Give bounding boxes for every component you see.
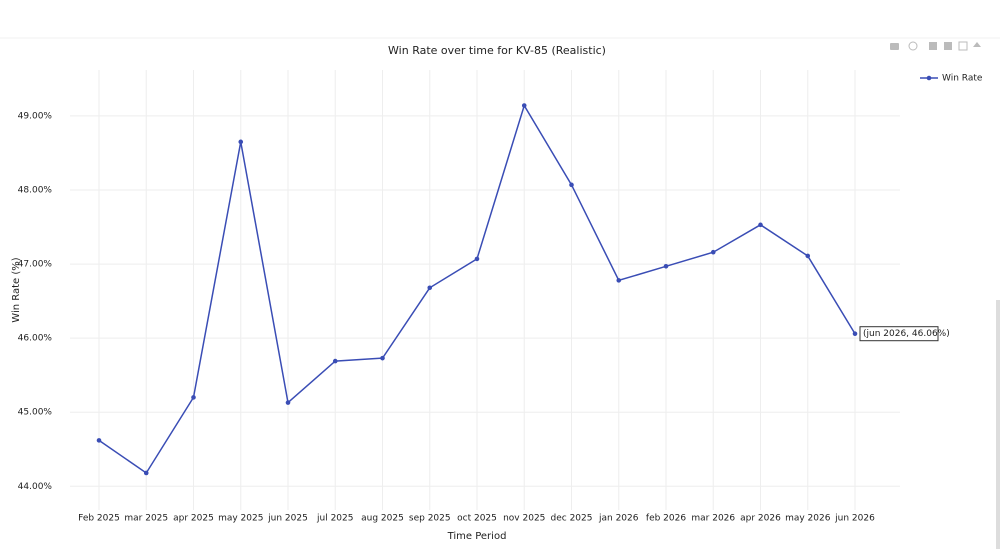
tooltip-text: (jun 2026, 46.06%) (863, 329, 950, 339)
y-tick-label: 45.00% (18, 408, 53, 418)
x-tick-label: apr 2026 (740, 514, 781, 524)
data-point (285, 400, 291, 405)
data-point (332, 358, 338, 364)
y-tick-label: 49.00% (18, 111, 53, 121)
data-point (663, 263, 669, 269)
data-point (710, 249, 716, 255)
x-tick-label: nov 2025 (503, 514, 545, 524)
x-tick-label: jul 2025 (316, 514, 353, 524)
x-tick-label: mar 2026 (691, 514, 735, 524)
data-point (191, 395, 196, 400)
x-tick-label: jan 2026 (598, 514, 639, 524)
camera-icon[interactable] (890, 43, 899, 50)
data-point (569, 182, 574, 188)
y-axis-title: Win Rate (%) (11, 257, 22, 322)
legend-label: Win Rate (942, 74, 983, 84)
data-point (805, 253, 811, 259)
data-point (427, 285, 433, 291)
home-icon[interactable] (973, 42, 981, 47)
x-tick-label: feb 2026 (646, 514, 686, 524)
data-point (143, 470, 149, 476)
x-tick-label: oct 2025 (457, 514, 497, 524)
scrollbar[interactable] (996, 300, 1000, 549)
zoom-out-icon[interactable] (944, 42, 952, 50)
x-tick-label: may 2025 (218, 514, 263, 524)
x-tick-label: jun 2026 (834, 514, 875, 524)
x-tick-label: may 2026 (785, 514, 831, 524)
x-tick-label: aug 2025 (361, 514, 404, 524)
chart-title: Win Rate over time for KV-85 (Realistic) (388, 44, 606, 57)
data-point (852, 331, 858, 337)
modebar[interactable] (890, 41, 981, 51)
x-tick-label: Feb 2025 (78, 514, 120, 524)
y-tick-label: 44.00% (18, 482, 53, 492)
data-point (380, 355, 385, 361)
tooltip-box (859, 326, 939, 342)
data-point (616, 278, 622, 283)
data-point (758, 222, 763, 228)
x-tick-label: jun 2025 (267, 514, 308, 524)
x-axis-title: Time Period (447, 531, 507, 542)
y-tick-label: 47.00% (18, 260, 53, 270)
data-point (521, 103, 527, 108)
data-point (238, 139, 244, 145)
x-tick-label: sep 2025 (409, 514, 451, 524)
data-point (96, 438, 102, 443)
data-point (474, 256, 480, 262)
y-tick-label: 46.00% (18, 334, 53, 344)
x-tick-label: dec 2025 (551, 514, 593, 524)
zoom-icon[interactable] (908, 41, 918, 51)
zoom-in-icon[interactable] (929, 42, 937, 50)
autoscale-icon[interactable] (958, 41, 968, 51)
y-tick-label: 48.00% (18, 186, 53, 196)
x-tick-label: apr 2025 (173, 514, 214, 524)
x-tick-label: mar 2025 (124, 514, 168, 524)
legend-marker (926, 75, 932, 81)
